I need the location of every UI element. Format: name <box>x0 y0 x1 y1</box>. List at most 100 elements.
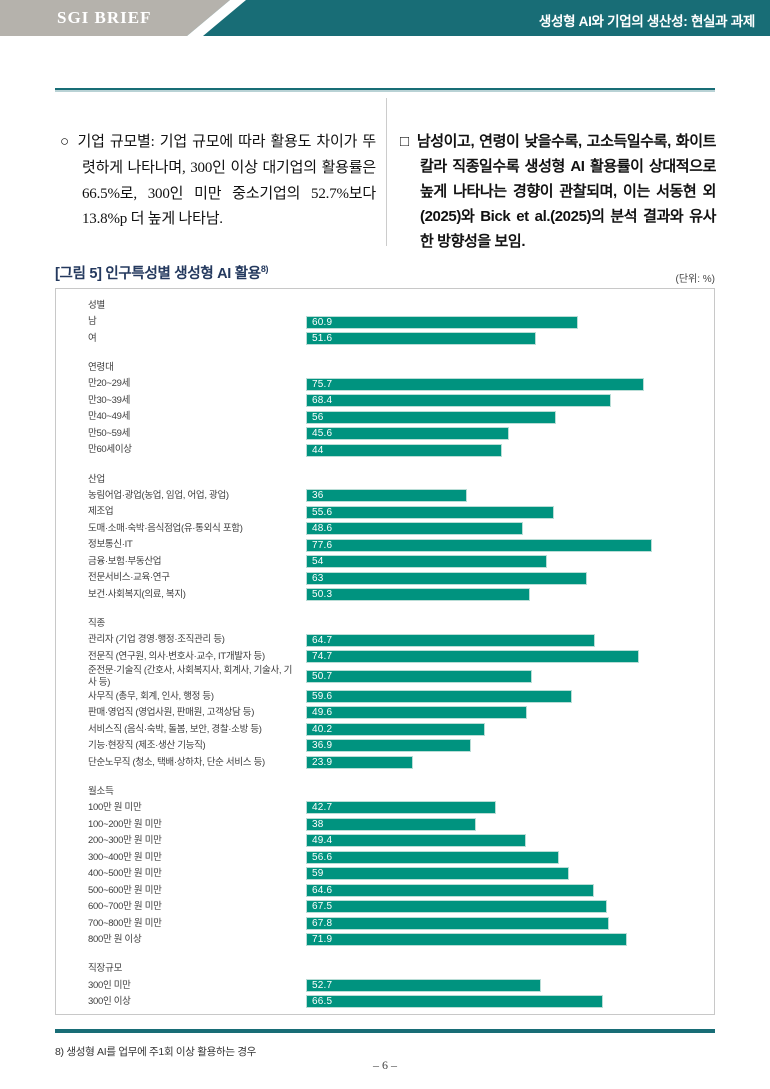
chart-row: 300인 미만 52.7 <box>88 977 712 994</box>
chart-bar: 71.9 <box>306 933 627 947</box>
chart-bar-track: 59.6 <box>306 689 712 703</box>
square-bullet-icon: □ <box>400 133 410 150</box>
chart-row-label: 서비스직 (음식·숙박, 돌봄, 보안, 경찰·소방 등) <box>88 723 262 735</box>
chart-bar-value: 51.6 <box>312 333 333 345</box>
chart-row: 만30~39세 68.4 <box>88 393 712 410</box>
chart-bar-value: 59 <box>312 868 324 880</box>
chart-row: 관리자 (기업 경영·행정·조직관리 등) 64.7 <box>88 632 712 649</box>
chart-bar-value: 23.9 <box>312 756 333 768</box>
chart-bar: 67.5 <box>306 900 608 914</box>
chart-row-label: 판매·영업직 (영업사원, 판매원, 고객상담 등) <box>88 707 255 719</box>
chart-row: 전문직 (연구원, 의사·변호사·교수, IT개발자 등) 74.7 <box>88 649 712 666</box>
chart-bar: 42.7 <box>306 801 497 815</box>
chart-bar-track: 51.6 <box>306 332 712 346</box>
chart-section-label: 월소득 <box>88 785 114 797</box>
chart-row: 만20~29세 75.7 <box>88 376 712 393</box>
chart-bar: 52.7 <box>306 978 542 992</box>
chart-row: 여 51.6 <box>88 331 712 348</box>
chart-row-label: 관리자 (기업 경영·행정·조직관리 등) <box>88 634 225 646</box>
chart-row: 서비스직 (음식·숙박, 돌봄, 보안, 경찰·소방 등) 40.2 <box>88 721 712 738</box>
chart-bar: 74.7 <box>306 650 640 664</box>
chart-bar-value: 63 <box>312 572 324 584</box>
figure-title-text: [그림 5] 인구특성별 생성형 AI 활용 <box>55 266 261 282</box>
chart-row: 400~500만 원 미만 59 <box>88 866 712 883</box>
chart-bar: 60.9 <box>306 315 578 329</box>
chart-row-label: 300인 미만 <box>88 979 131 991</box>
chart-section-label: 연령대 <box>88 362 114 373</box>
chart-row: 사무직 (총무, 회계, 인사, 행정 등) 59.6 <box>88 688 712 705</box>
chart-bar-value: 64.7 <box>312 634 333 646</box>
chart-row: 기능·현장직 (제조·생산 기능직) 36.9 <box>88 738 712 755</box>
chart-bar-value: 64.6 <box>312 884 333 896</box>
chart-row-label: 500~600만 원 미만 <box>88 884 162 896</box>
chart-row: 100만 원 미만 42.7 <box>88 800 712 817</box>
chart-bar-track: 49.6 <box>306 706 712 720</box>
footnote: 8) 생성형 AI를 업무에 주1회 이상 활용하는 경우 <box>55 1046 257 1058</box>
chart-bar-value: 56.6 <box>312 851 333 863</box>
chart-bar-value: 42.7 <box>312 802 333 814</box>
chart-row-label: 사무직 (총무, 회계, 인사, 행정 등) <box>88 690 214 702</box>
chart-row-label: 남 <box>88 316 97 328</box>
chart-bar-value: 71.9 <box>312 934 333 946</box>
chart-row: 600~700만 원 미만 67.5 <box>88 899 712 916</box>
chart-bar: 75.7 <box>306 377 644 391</box>
chart-bar: 64.7 <box>306 633 595 647</box>
chart-row-label: 300~400만 원 미만 <box>88 851 162 863</box>
chart-row-label: 만50~59세 <box>88 427 131 439</box>
chart-row-label: 만40~49세 <box>88 411 131 423</box>
chart-row-label: 전문직 (연구원, 의사·변호사·교수, IT개발자 등) <box>88 650 265 662</box>
chart-bar-track: 66.5 <box>306 995 712 1009</box>
chart-row-label: 만30~39세 <box>88 394 131 406</box>
chart-bar-value: 49.4 <box>312 835 333 847</box>
chart-bar-value: 45.6 <box>312 428 333 440</box>
column-divider <box>386 98 387 246</box>
chart-section-label: 직종 <box>88 618 106 629</box>
chart-row-label: 준전문·기술직 (간호사, 사회복지사, 회계사, 기술사, 기사 등) <box>88 665 293 688</box>
brand-logo: SGI BRIEF <box>57 8 152 27</box>
chart-row: 300~400만 원 미만 56.6 <box>88 849 712 866</box>
chart-bar-value: 36 <box>312 490 324 502</box>
chart-bar-track: 45.6 <box>306 427 712 441</box>
chart-bar-value: 52.7 <box>312 979 333 991</box>
chart-bar-value: 54 <box>312 556 324 568</box>
chart-bar-track: 44 <box>306 443 712 457</box>
chart-bar-track: 75.7 <box>306 377 712 391</box>
chart-bar-value: 50.3 <box>312 589 333 601</box>
chart-row-label: 금융·보험·부동산업 <box>88 555 162 567</box>
chart-row-label: 800만 원 이상 <box>88 934 142 946</box>
chart-bar-value: 56 <box>312 411 324 423</box>
chart-row-label: 제조업 <box>88 506 114 518</box>
chart-row-label: 도매·소매·숙박·음식점업(유·통외식 포함) <box>88 522 243 534</box>
chart-row-label: 정보통신·IT <box>88 539 133 551</box>
chart-bar: 64.6 <box>306 883 595 897</box>
chart-bar-value: 67.5 <box>312 901 333 913</box>
chart-bar: 66.5 <box>306 995 603 1009</box>
intro-right-text: 남성이고, 연령이 낮을수록, 고소득일수록, 화이트칼라 직종일수록 생성형 … <box>416 133 717 250</box>
unit-note: (단위: %) <box>675 274 715 285</box>
figure-title: [그림 5] 인구특성별 생성형 AI 활용8) <box>55 262 555 283</box>
header-band: SGI BRIEF 생성형 AI와 기업의 생산성: 현실과 과제 <box>0 0 770 36</box>
chart-row-label: 200~300만 원 미만 <box>88 835 162 847</box>
chart-bar-value: 36.9 <box>312 740 333 752</box>
circle-bullet-icon: ○ <box>60 134 71 150</box>
chart-bar: 59 <box>306 867 570 881</box>
chart-bar: 54 <box>306 555 547 569</box>
chart-bar: 23.9 <box>306 755 413 769</box>
chart-bar-track: 63 <box>306 571 712 585</box>
chart-row-label: 만20~29세 <box>88 378 131 390</box>
chart-bar-value: 49.6 <box>312 707 333 719</box>
chart-row-label: 100~200만 원 미만 <box>88 818 162 830</box>
chart-bar: 49.4 <box>306 834 527 848</box>
chart-row: 준전문·기술직 (간호사, 사회복지사, 회계사, 기술사, 기사 등) 50.7 <box>88 665 712 688</box>
chart-row-label: 만60세이상 <box>88 444 132 456</box>
chart-bar-value: 77.6 <box>312 539 333 551</box>
chart-row: 800만 원 이상 71.9 <box>88 932 712 949</box>
chart-bar-track: 74.7 <box>306 650 712 664</box>
chart-bar: 45.6 <box>306 427 510 441</box>
figure-title-superscript: 8) <box>260 264 269 275</box>
chart-group-4: 월소득 100만 원 미만 42.7 100~200만 원 미만 38 200~300만 … <box>88 784 712 949</box>
intro-right-paragraph: □ 남성이고, 연령이 낮을수록, 고소득일수록, 화이트칼라 직종일수록 생성형… <box>400 130 716 254</box>
chart-bar-value: 66.5 <box>312 996 333 1008</box>
chart-row-label: 300인 이상 <box>88 996 131 1008</box>
